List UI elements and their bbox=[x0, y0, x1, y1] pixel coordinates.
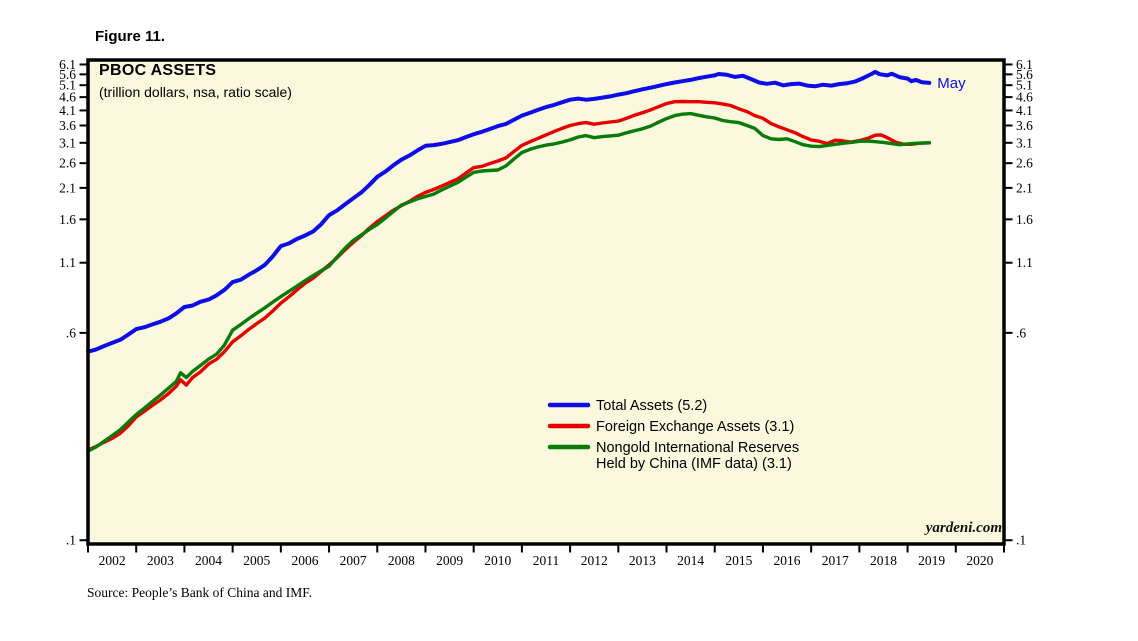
x-axis-year-label: 2009 bbox=[436, 553, 463, 568]
x-axis-year-label: 2020 bbox=[966, 553, 993, 568]
x-axis-year-label: 2018 bbox=[870, 553, 897, 568]
y-axis-label-left: 2.6 bbox=[59, 156, 76, 171]
legend-label: Nongold International Reserves bbox=[596, 440, 799, 456]
x-axis-year-label: 2011 bbox=[533, 553, 560, 568]
chart-subtitle: (trillion dollars, nsa, ratio scale) bbox=[99, 84, 292, 100]
y-axis-label-right: 6.1 bbox=[1016, 57, 1033, 72]
x-axis-year-label: 2012 bbox=[581, 553, 608, 568]
x-axis-year-label: 2019 bbox=[918, 553, 945, 568]
y-axis-label-left: 6.1 bbox=[59, 57, 76, 72]
y-axis-label-left: 1.6 bbox=[59, 212, 76, 227]
y-axis-label-left: 4.6 bbox=[59, 90, 76, 105]
x-axis-year-label: 2013 bbox=[629, 553, 656, 568]
y-axis-label-left: 2.1 bbox=[59, 180, 76, 195]
y-axis-label-right: 5.1 bbox=[1016, 78, 1033, 93]
y-axis-label-left: 1.1 bbox=[59, 255, 76, 270]
chart-title: PBOC ASSETS bbox=[99, 62, 217, 79]
x-axis-year-label: 2014 bbox=[677, 553, 704, 568]
series-line-nongold_reserves bbox=[86, 111, 931, 453]
y-axis-label-left: 3.1 bbox=[59, 135, 76, 150]
y-axis-label-right: 3.1 bbox=[1016, 135, 1033, 150]
series-line-fx_assets bbox=[86, 99, 931, 452]
y-axis-label-right: .6 bbox=[1016, 325, 1026, 340]
legend-label: Held by China (IMF data) (3.1) bbox=[596, 456, 792, 472]
source-note: Source: People’s Bank of China and IMF. bbox=[87, 585, 313, 600]
y-axis-label-right: 3.6 bbox=[1016, 118, 1033, 133]
y-axis-label-right: 4.1 bbox=[1016, 103, 1033, 118]
y-axis-label-right: 2.1 bbox=[1016, 180, 1033, 195]
y-axis-label-left: 4.1 bbox=[59, 103, 76, 118]
watermark-yardeni: yardeni.com bbox=[925, 520, 1002, 536]
x-axis-year-label: 2005 bbox=[243, 553, 270, 568]
latest-month-annotation: May bbox=[937, 75, 966, 92]
y-axis-label-left: 5.6 bbox=[59, 67, 76, 82]
x-axis-year-label: 2008 bbox=[388, 553, 415, 568]
series-line-total_assets bbox=[86, 69, 932, 354]
y-axis-label-right: 1.1 bbox=[1016, 255, 1033, 270]
y-axis-label-right: 2.6 bbox=[1016, 156, 1033, 171]
y-axis-label-left: .1 bbox=[66, 533, 76, 548]
legend-label: Foreign Exchange Assets (3.1) bbox=[596, 419, 794, 435]
legend-label: Total Assets (5.2) bbox=[596, 398, 707, 414]
figure-label: Figure 11. bbox=[95, 28, 166, 45]
x-axis-year-label: 2003 bbox=[147, 553, 174, 568]
y-axis-label-right: 5.6 bbox=[1016, 67, 1033, 82]
x-axis-year-label: 2010 bbox=[484, 553, 511, 568]
plot-background bbox=[88, 60, 1004, 544]
y-axis-label-left: 3.6 bbox=[59, 118, 76, 133]
y-axis-label-right: 1.6 bbox=[1016, 212, 1033, 227]
x-axis-year-label: 2017 bbox=[822, 553, 849, 568]
plot-frame bbox=[86, 58, 1006, 546]
x-axis-year-label: 2004 bbox=[195, 553, 222, 568]
y-axis-label-right: .1 bbox=[1016, 533, 1026, 548]
y-axis-label-left: 5.1 bbox=[59, 78, 76, 93]
x-axis-year-label: 2006 bbox=[291, 553, 318, 568]
x-axis-year-label: 2007 bbox=[340, 553, 367, 568]
y-axis-label-right: 4.6 bbox=[1016, 90, 1033, 105]
y-axis-label-left: .6 bbox=[66, 325, 76, 340]
x-axis-year-label: 2015 bbox=[725, 553, 752, 568]
x-axis-year-label: 2016 bbox=[774, 553, 801, 568]
x-axis-year-label: 2002 bbox=[99, 553, 126, 568]
